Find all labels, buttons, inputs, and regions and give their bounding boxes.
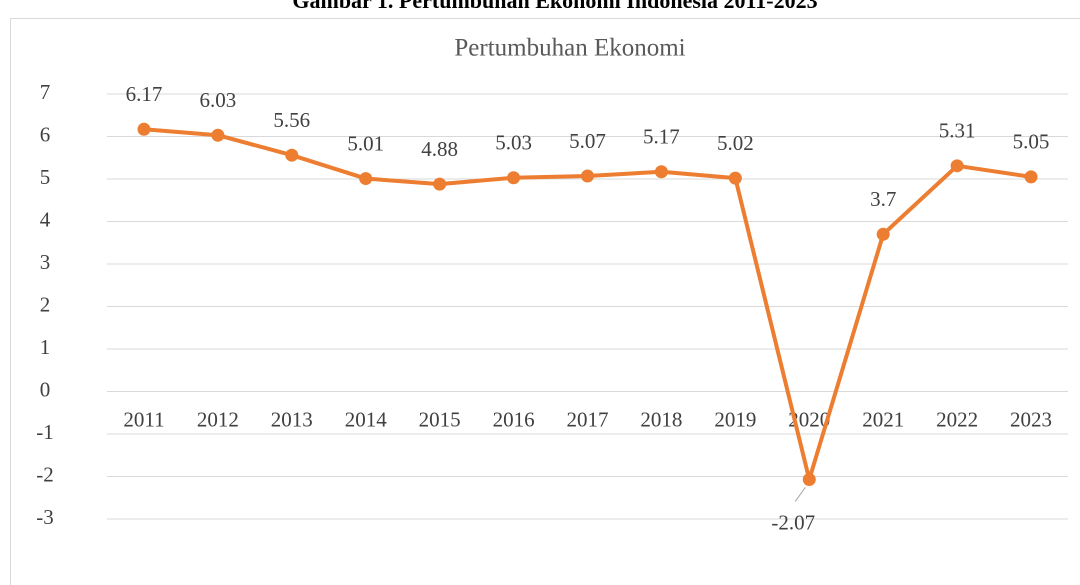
y-tick-label: 6 (40, 122, 51, 146)
data-point (581, 169, 594, 183)
y-tick-label: -2 (36, 462, 54, 486)
y-tick-label: 2 (40, 292, 51, 316)
data-label: 6.17 (126, 82, 163, 106)
data-point (654, 165, 668, 179)
x-tick-label: 2019 (714, 407, 756, 431)
y-tick-label: -1 (36, 420, 54, 444)
chart-frame (10, 18, 1080, 585)
data-point (507, 171, 521, 185)
x-tick-label: 2011 (123, 407, 164, 431)
data-label: 5.05 (1013, 130, 1050, 154)
data-point (137, 122, 151, 136)
y-tick-label: 5 (40, 165, 51, 189)
data-label: 3.7 (870, 187, 896, 211)
chart-title: Pertumbuhan Ekonomi (454, 35, 685, 62)
x-tick-label: 2021 (862, 407, 904, 431)
x-tick-label: 2018 (640, 407, 682, 431)
data-point (433, 177, 447, 191)
data-label: 4.88 (421, 137, 458, 161)
data-label: 6.03 (200, 88, 237, 112)
data-point (876, 227, 890, 241)
data-point (950, 159, 964, 173)
y-tick-label: 0 (40, 377, 51, 401)
data-label: 5.03 (495, 131, 532, 155)
x-tick-label: 2015 (419, 407, 461, 431)
y-tick-label: -3 (36, 505, 54, 529)
x-tick-label: 2022 (936, 407, 978, 431)
y-tick-label: 4 (40, 207, 51, 231)
data-label: -2.07 (771, 510, 815, 534)
data-point (1024, 170, 1038, 184)
data-label: 5.17 (643, 125, 680, 149)
data-point (211, 128, 225, 142)
data-point (359, 172, 373, 186)
data-label: 5.07 (569, 129, 606, 153)
data-label: 5.56 (273, 108, 310, 132)
leader-line (794, 487, 806, 502)
y-tick-label: 7 (40, 80, 51, 104)
x-tick-label: 2012 (197, 407, 239, 431)
x-tick-label: 2023 (1010, 407, 1052, 431)
x-tick-label: 2013 (271, 407, 313, 431)
data-point (728, 171, 742, 185)
x-tick-label: 2014 (345, 407, 388, 431)
data-point (802, 472, 816, 486)
data-label: 5.01 (347, 131, 384, 155)
y-tick-label: 3 (40, 250, 51, 274)
y-tick-label: 1 (40, 335, 51, 359)
data-label: 5.31 (939, 119, 976, 143)
x-tick-label: 2017 (567, 407, 609, 431)
caption: Gambar 1. Pertumbuhan Ekonomi Indonesia … (292, 0, 817, 13)
x-tick-label: 2016 (493, 407, 535, 431)
data-point (285, 148, 299, 162)
data-label: 5.02 (717, 131, 754, 155)
